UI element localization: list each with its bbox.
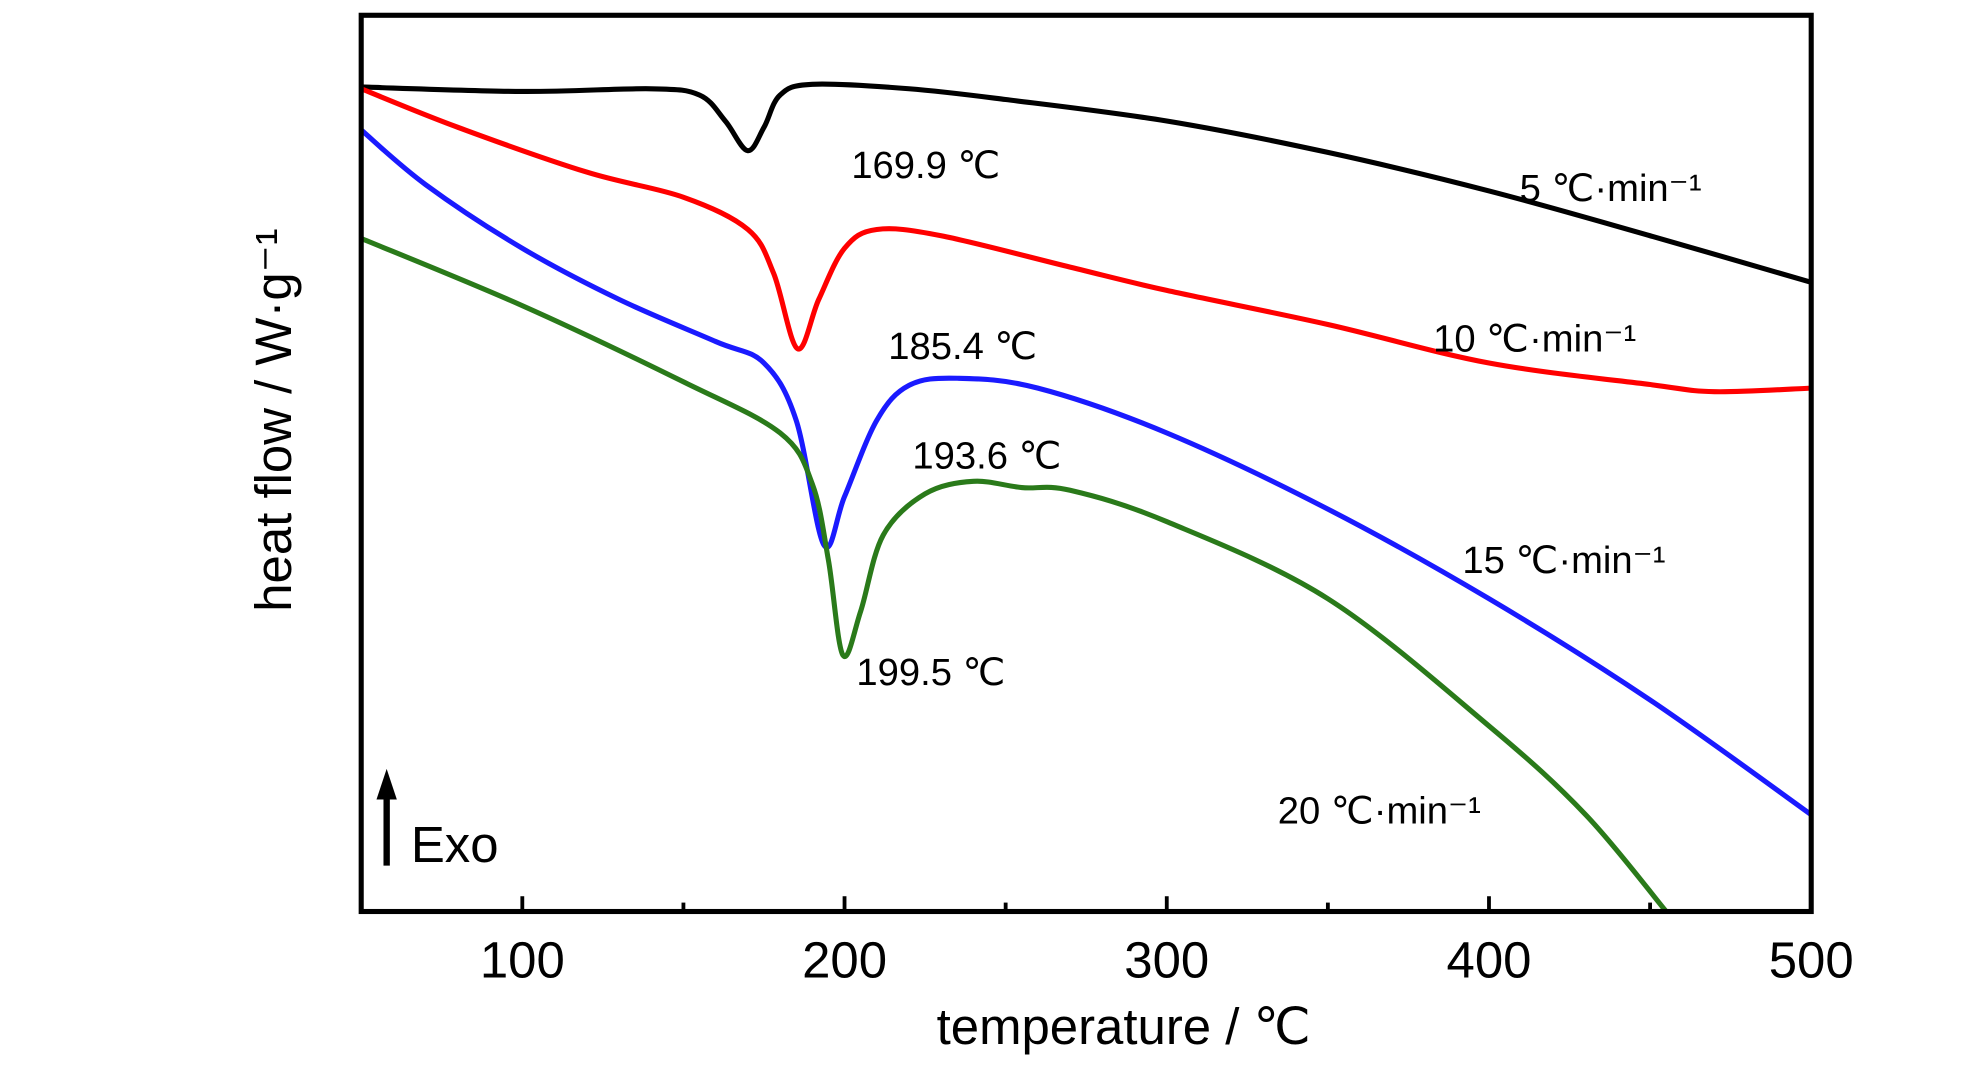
data-line [360,86,1812,395]
data-line [359,128,1813,817]
annotation: Exo [411,816,499,873]
x-tick-label: 300 [1124,932,1209,989]
x-axis-label: temperature / ℃ [937,998,1311,1055]
plot-frame [358,12,1814,915]
series-label: 10 ℃·min⁻¹ [1433,317,1636,360]
exo-arrow-head [376,768,397,800]
annotation: 185.4 ℃ [888,325,1037,368]
data-line [361,81,1812,285]
x-tick-label: 500 [1769,932,1854,989]
series-label: 15 ℃·min⁻¹ [1462,539,1665,582]
x-tick-label: 200 [802,932,887,989]
series-label: 20 ℃·min⁻¹ [1278,790,1481,833]
x-tick-label: 100 [480,932,565,989]
series-label: 5 ℃·min⁻¹ [1520,167,1702,210]
data-line [360,236,1669,914]
y-axis-label: heat flow / W·g⁻¹ [245,228,302,611]
annotation: 199.5 ℃ [856,651,1005,694]
annotation: 169.9 ℃ [851,144,1000,187]
annotation: 193.6 ℃ [912,434,1061,477]
x-tick-label: 400 [1447,932,1532,989]
